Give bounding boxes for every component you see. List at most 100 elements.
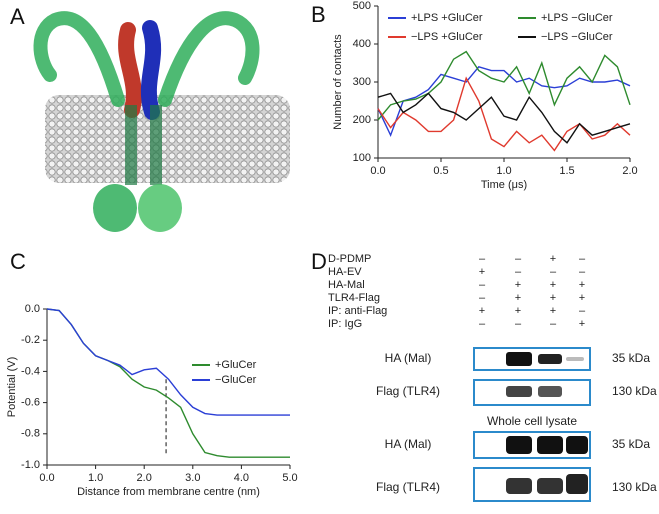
domain (93, 184, 137, 232)
lane-sign: + (479, 266, 485, 278)
legend-label: +GluCer (215, 359, 257, 371)
band (506, 436, 532, 454)
y-axis-label: Potential (V) (6, 357, 18, 418)
blot-label: HA (Mal) (385, 351, 432, 365)
x-tick-label: 0.0 (39, 472, 54, 484)
x-tick-label: 1.0 (496, 165, 511, 177)
y-tick-label: 300 (353, 76, 371, 88)
y-axis-label: Number of contacts (332, 34, 344, 130)
blot-size: 35 kDa (612, 351, 650, 365)
legend-label: +LPS +GluCer (411, 12, 483, 24)
lane-sign: + (515, 279, 521, 291)
condition-label: TLR4-Flag (328, 292, 380, 304)
panel-label: A (10, 4, 25, 29)
blot-label: Flag (TLR4) (376, 480, 440, 494)
protein-structure (33, 11, 290, 232)
y-tick-label: 100 (353, 152, 371, 164)
lane-sign: + (579, 318, 585, 330)
lane-sign: – (515, 318, 522, 330)
lane-sign: – (479, 318, 486, 330)
blot-label: HA (Mal) (385, 437, 432, 451)
lane-sign: + (550, 292, 556, 304)
condition-label: D-PDMP (328, 253, 371, 265)
lane-sign: – (479, 279, 486, 291)
x-tick-label: 1.0 (88, 472, 103, 484)
band (566, 474, 588, 494)
x-tick-label: 2.0 (137, 472, 152, 484)
lane-sign: – (579, 305, 586, 317)
lysate-label: Whole cell lysate (487, 414, 577, 428)
legend-label: −LPS +GluCer (411, 31, 483, 43)
series-line (377, 92, 631, 144)
band (537, 478, 563, 494)
legend-label: −GluCer (215, 374, 257, 386)
lane-sign: – (579, 253, 586, 265)
lane-sign: – (479, 292, 486, 304)
membrane (45, 95, 290, 183)
ribbon (33, 11, 125, 107)
x-axis-label: Time (μs) (481, 179, 527, 191)
domain (138, 184, 182, 232)
panel-label: B (311, 2, 326, 27)
condition-label: IP: anti-Flag (328, 305, 387, 317)
band (506, 478, 532, 494)
helix (118, 22, 142, 118)
y-tick-label: -1.0 (21, 459, 40, 471)
lane-sign: – (479, 253, 486, 265)
band (506, 386, 532, 397)
x-tick-label: 1.5 (559, 165, 574, 177)
lane-sign: + (579, 292, 585, 304)
x-tick-label: 5.0 (282, 472, 297, 484)
condition-label: IP: IgG (328, 318, 362, 330)
lane-sign: – (515, 266, 522, 278)
panel-label: D (311, 249, 327, 274)
lane-sign: + (515, 305, 521, 317)
lane-sign: – (579, 266, 586, 278)
condition-label: HA-EV (328, 266, 362, 278)
y-tick-label: -0.6 (21, 397, 40, 409)
band (538, 354, 562, 364)
helix (125, 105, 137, 185)
series-line (377, 65, 631, 138)
x-tick-label: 0.5 (433, 165, 448, 177)
x-tick-label: 0.0 (370, 165, 385, 177)
x-tick-label: 4.0 (234, 472, 249, 484)
lane-sign: – (550, 318, 557, 330)
blot-label: Flag (TLR4) (376, 384, 440, 398)
band (566, 357, 584, 361)
band (538, 386, 562, 397)
blot-size: 130 kDa (612, 384, 657, 398)
series-line (46, 308, 290, 416)
helix (150, 105, 162, 185)
x-axis-label: Distance from membrane centre (nm) (77, 486, 260, 498)
lane-sign: + (479, 305, 485, 317)
condition-label: HA-Mal (328, 279, 365, 291)
lane-sign: + (550, 253, 556, 265)
y-tick-label: 200 (353, 114, 371, 126)
helix (140, 20, 162, 120)
blot-size: 130 kDa (612, 480, 657, 494)
y-tick-label: -0.8 (21, 428, 40, 440)
lane-sign: – (550, 266, 557, 278)
series-line (377, 76, 631, 152)
blot-size: 35 kDa (612, 437, 650, 451)
y-tick-label: 500 (353, 0, 371, 12)
band (506, 352, 532, 366)
series-line (377, 50, 631, 121)
y-tick-label: -0.4 (21, 365, 40, 377)
panel-label: C (10, 249, 26, 274)
ribbon (158, 11, 260, 107)
y-tick-label: 400 (353, 38, 371, 50)
lane-sign: + (550, 305, 556, 317)
legend-label: +LPS −GluCer (541, 12, 613, 24)
lane-sign: + (515, 292, 521, 304)
x-tick-label: 3.0 (185, 472, 200, 484)
y-tick-label: 0.0 (25, 303, 40, 315)
x-tick-label: 2.0 (622, 165, 637, 177)
lane-sign: – (515, 253, 522, 265)
y-tick-label: -0.2 (21, 334, 40, 346)
blots (473, 347, 591, 502)
band (566, 436, 588, 454)
lane-sign: + (550, 279, 556, 291)
